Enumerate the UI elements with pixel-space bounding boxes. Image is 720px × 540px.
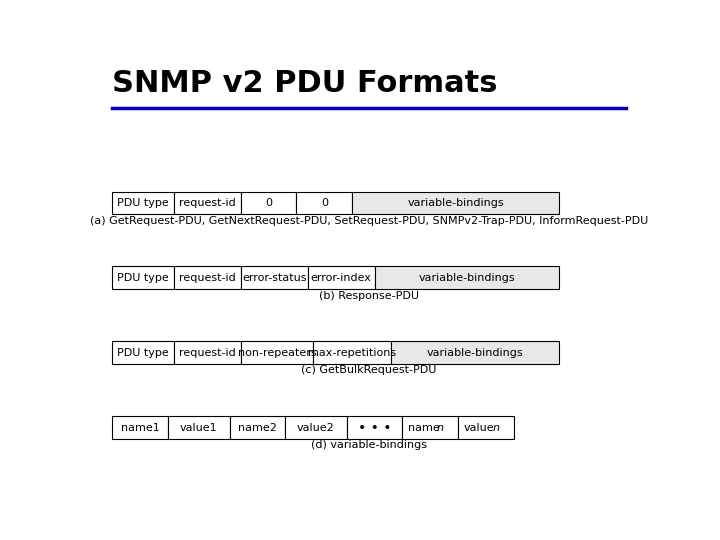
Text: non-repeaters: non-repeaters <box>238 348 316 357</box>
Text: n: n <box>437 423 444 433</box>
Text: 0: 0 <box>265 198 272 208</box>
Bar <box>458 416 514 439</box>
Bar <box>230 416 285 439</box>
Text: • • •: • • • <box>358 421 392 435</box>
Bar <box>112 341 174 364</box>
Bar <box>168 416 230 439</box>
Text: error-status: error-status <box>242 273 307 283</box>
Text: variable-bindings: variable-bindings <box>427 348 523 357</box>
Text: value2: value2 <box>297 423 335 433</box>
Bar <box>392 341 559 364</box>
Text: PDU type: PDU type <box>117 198 169 208</box>
Bar <box>352 192 559 214</box>
Text: SNMP v2 PDU Formats: SNMP v2 PDU Formats <box>112 69 498 98</box>
Text: request-id: request-id <box>179 198 235 208</box>
Bar <box>174 192 240 214</box>
Text: PDU type: PDU type <box>117 348 169 357</box>
Text: name: name <box>408 423 439 433</box>
Text: (a) GetRequest-PDU, GetNextRequest-PDU, SetRequest-PDU, SNMPv2-Trap-PDU, InformR: (a) GetRequest-PDU, GetNextRequest-PDU, … <box>90 215 648 226</box>
Text: max-repetitions: max-repetitions <box>308 348 396 357</box>
Text: (d) variable-bindings: (d) variable-bindings <box>311 440 427 450</box>
Bar <box>313 341 392 364</box>
Bar <box>240 341 313 364</box>
Bar <box>285 416 346 439</box>
Text: 0: 0 <box>321 198 328 208</box>
Text: variable-bindings: variable-bindings <box>408 198 504 208</box>
Bar <box>374 266 559 289</box>
Text: value: value <box>464 423 495 433</box>
Text: request-id: request-id <box>179 273 235 283</box>
Text: variable-bindings: variable-bindings <box>418 273 515 283</box>
Bar <box>112 192 174 214</box>
Text: (b) Response-PDU: (b) Response-PDU <box>319 291 419 301</box>
Bar <box>297 192 352 214</box>
Bar <box>112 266 174 289</box>
Bar <box>112 416 168 439</box>
Text: PDU type: PDU type <box>117 273 169 283</box>
Text: name1: name1 <box>121 423 160 433</box>
Bar <box>347 416 402 439</box>
Bar <box>402 416 458 439</box>
Text: n: n <box>492 423 500 433</box>
Bar <box>307 266 374 289</box>
Bar <box>174 266 240 289</box>
Text: (c) GetBulkRequest-PDU: (c) GetBulkRequest-PDU <box>301 366 437 375</box>
Text: value1: value1 <box>180 423 217 433</box>
Text: request-id: request-id <box>179 348 235 357</box>
Bar <box>240 192 297 214</box>
Bar <box>240 266 307 289</box>
Text: name2: name2 <box>238 423 276 433</box>
Text: error-index: error-index <box>310 273 372 283</box>
Bar <box>174 341 240 364</box>
